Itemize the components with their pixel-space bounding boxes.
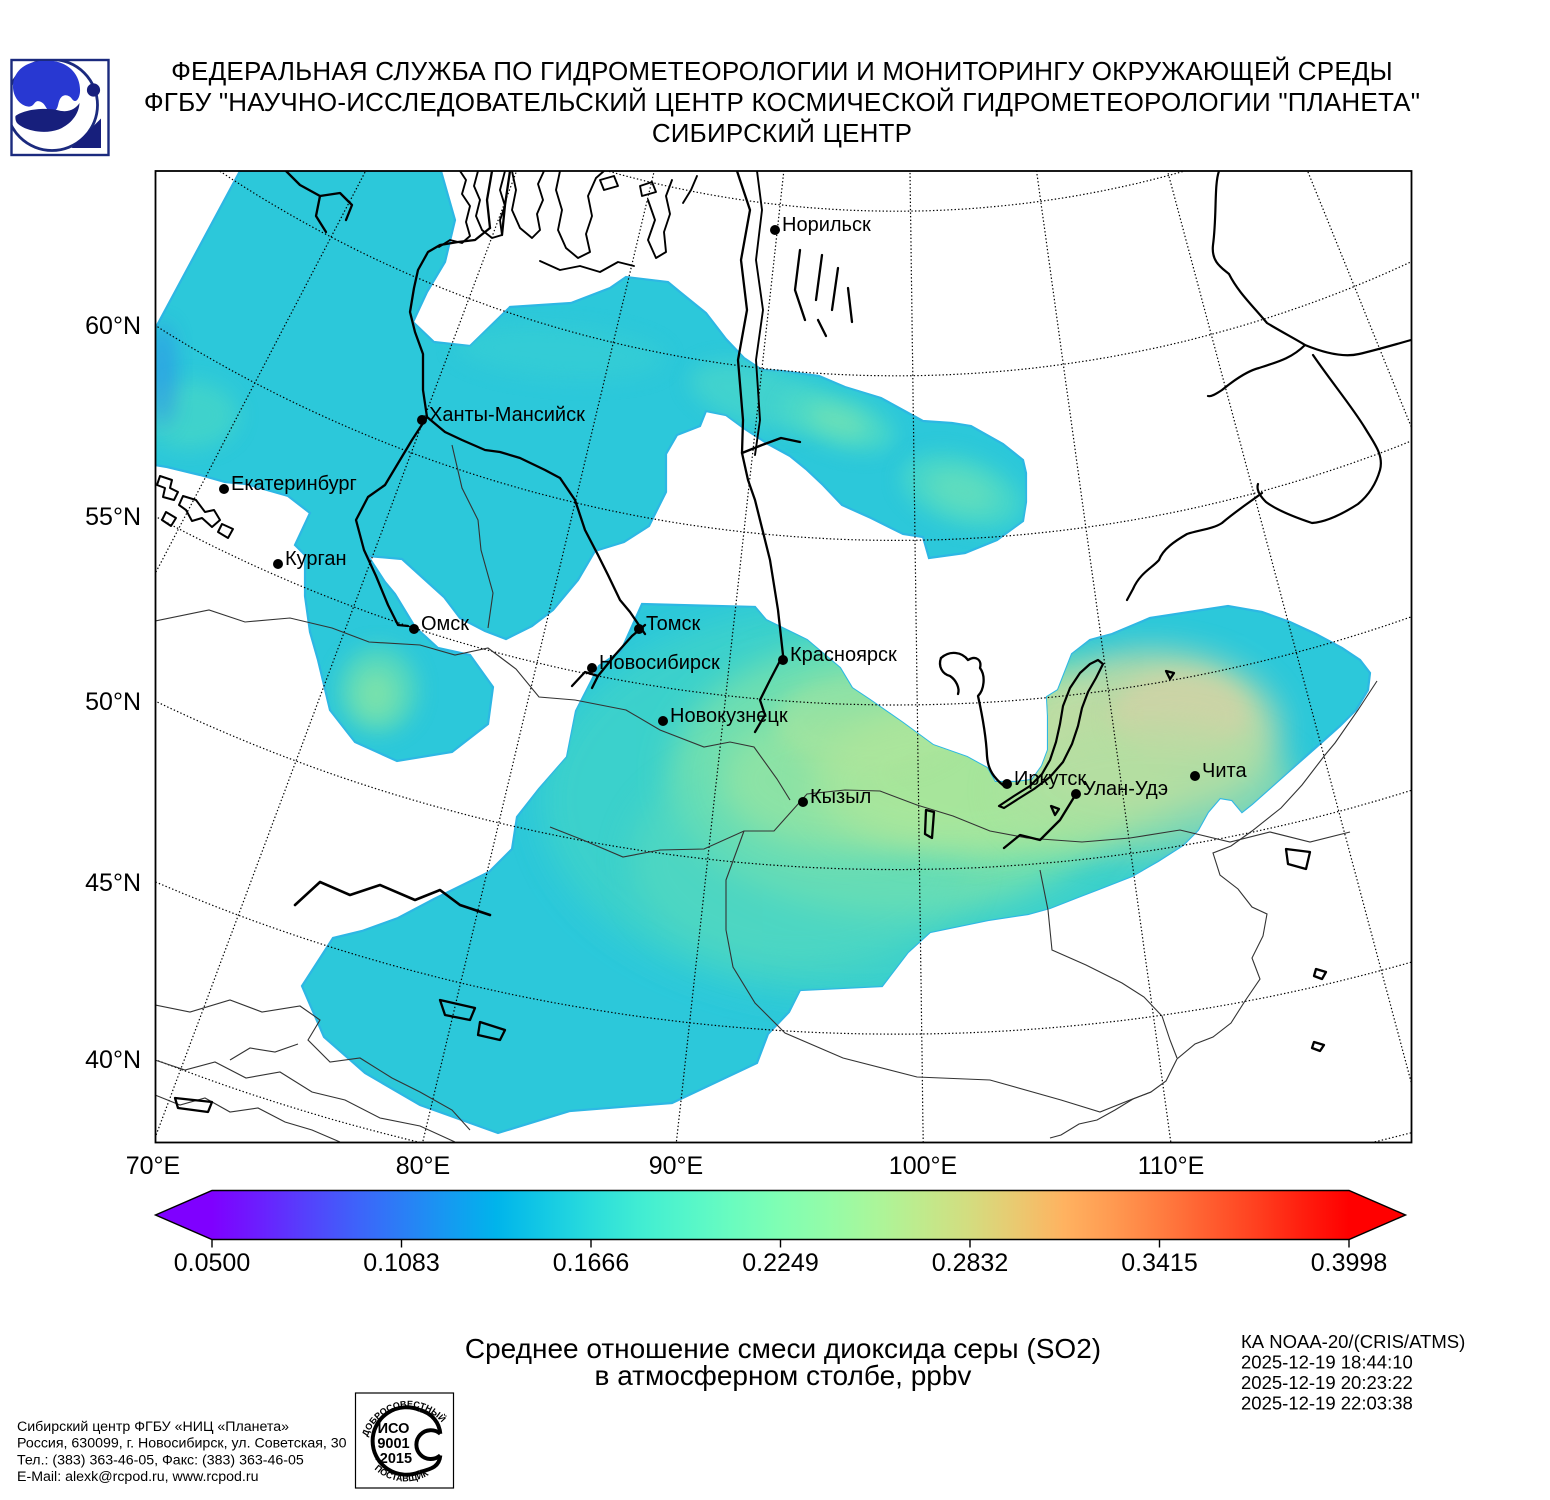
svg-text:55°N: 55°N [85,503,141,531]
svg-text:Курган: Курган [285,548,347,570]
svg-text:100°E: 100°E [889,1152,957,1180]
svg-text:45°N: 45°N [85,869,141,897]
svg-text:60°N: 60°N [85,312,141,340]
svg-text:90°E: 90°E [649,1152,703,1180]
svg-text:Новосибирск: Новосибирск [599,652,720,674]
svg-text:Улан-Удэ: Улан-Удэ [1083,778,1168,800]
svg-text:50°N: 50°N [85,688,141,716]
svg-text:0.2249: 0.2249 [742,1249,818,1277]
svg-text:Кызыл: Кызыл [810,786,871,808]
svg-text:Россия, 630099, г. Новосибирск: Россия, 630099, г. Новосибирск, ул. Сове… [17,1436,347,1452]
svg-text:E-Mail: alexk@rcpod.ru, www.rc: E-Mail: alexk@rcpod.ru, www.rcpod.ru [17,1469,258,1485]
svg-text:2025-12-19 22:03:38: 2025-12-19 22:03:38 [1241,1393,1413,1414]
svg-text:Томск: Томск [646,613,701,635]
svg-text:40°N: 40°N [85,1046,141,1074]
svg-text:Ханты-Мансийск: Ханты-Мансийск [429,404,585,426]
svg-text:Омск: Омск [421,613,469,635]
svg-text:Иркутск: Иркутск [1014,768,1086,790]
svg-text:в атмосферном столбе, ppbv: в атмосферном столбе, ppbv [595,1360,972,1391]
svg-text:2025-12-19 20:23:22: 2025-12-19 20:23:22 [1241,1372,1413,1393]
svg-text:2025-12-19 18:44:10: 2025-12-19 18:44:10 [1241,1352,1413,1373]
svg-text:Новокузнецк: Новокузнецк [670,705,788,727]
svg-text:0.0500: 0.0500 [174,1249,250,1277]
svg-text:110°E: 110°E [1138,1152,1205,1180]
svg-text:СИБИРСКИЙ ЦЕНТР: СИБИРСКИЙ ЦЕНТР [652,118,912,148]
svg-text:ИСО: ИСО [378,1421,410,1437]
svg-text:0.2832: 0.2832 [932,1249,1008,1277]
svg-text:0.1666: 0.1666 [553,1249,629,1277]
svg-text:Чита: Чита [1202,760,1247,782]
svg-text:0.1083: 0.1083 [363,1249,439,1277]
svg-text:КА NOAA-20/(CRIS/ATMS): КА NOAA-20/(CRIS/ATMS) [1241,1331,1465,1352]
svg-text:80°E: 80°E [396,1152,450,1180]
svg-text:Красноярск: Красноярск [790,644,897,666]
svg-text:-2015: -2015 [375,1451,412,1467]
svg-text:Тел.: (383) 363-46-05, Факс: (: Тел.: (383) 363-46-05, Факс: (383) 363-4… [17,1453,304,1469]
svg-text:9001: 9001 [377,1436,409,1452]
svg-text:70°E: 70°E [126,1152,180,1180]
svg-text:ФЕДЕРАЛЬНАЯ СЛУЖБА ПО ГИДРОМЕТ: ФЕДЕРАЛЬНАЯ СЛУЖБА ПО ГИДРОМЕТЕОРОЛОГИИ … [171,56,1393,86]
svg-text:0.3998: 0.3998 [1311,1249,1387,1277]
svg-text:Екатеринбург: Екатеринбург [231,473,357,495]
svg-text:Среднее отношение смеси диокси: Среднее отношение смеси диоксида серы (S… [465,1333,1101,1364]
svg-text:Сибирский центр ФГБУ «НИЦ «Пла: Сибирский центр ФГБУ «НИЦ «Планета» [17,1419,289,1435]
svg-text:ФГБУ "НАУЧНО-ИССЛЕДОВАТЕЛЬСКИЙ: ФГБУ "НАУЧНО-ИССЛЕДОВАТЕЛЬСКИЙ ЦЕНТР КОС… [144,87,1420,117]
svg-text:0.3415: 0.3415 [1121,1249,1197,1277]
svg-text:Норильск: Норильск [782,214,871,236]
